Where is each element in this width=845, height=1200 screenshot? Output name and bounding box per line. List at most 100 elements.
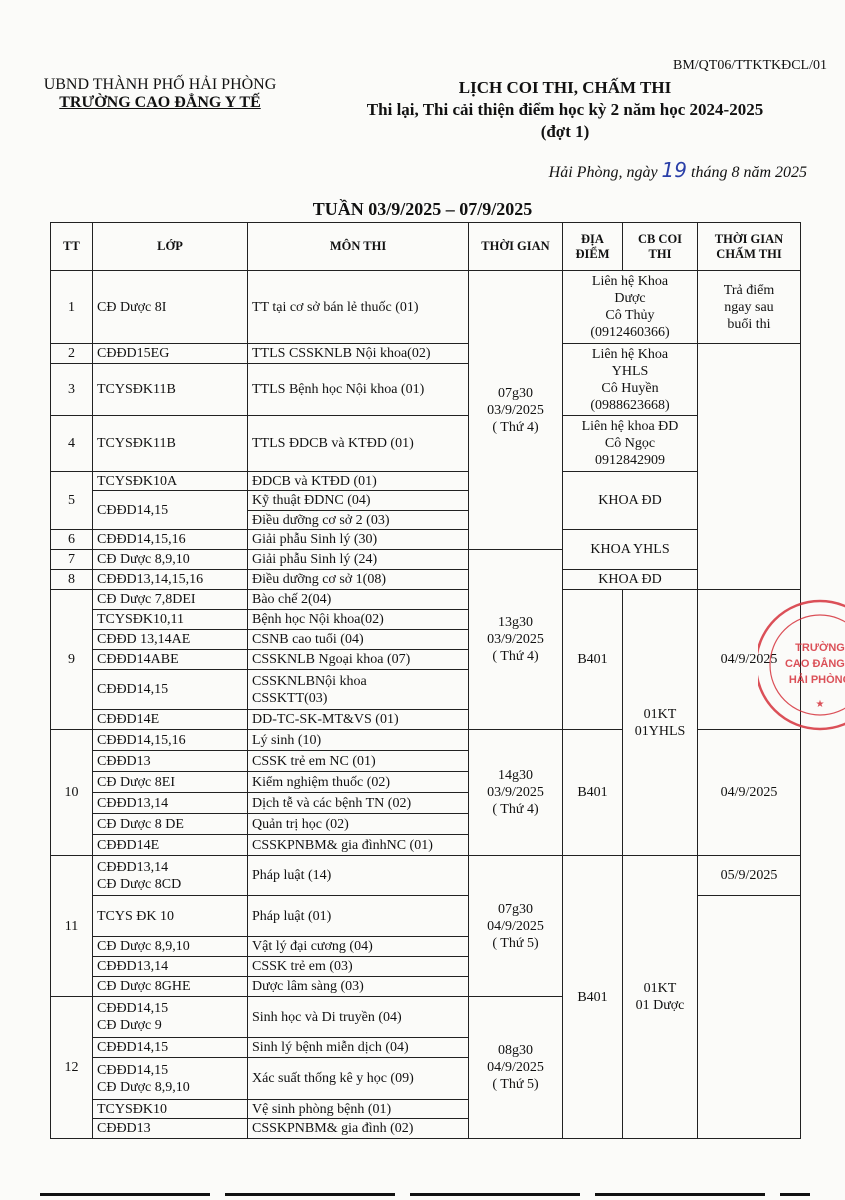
place-suffix: tháng 8 năm 2025 xyxy=(691,164,807,181)
table-row: 9 CĐ Dược 7,8DEI Bào chế 2(04) B401 01KT… xyxy=(50,589,801,856)
table-row: CĐĐD14E CSSKPNBM& gia đìnhNC (01) xyxy=(51,834,801,856)
contact: KHOA YHLS xyxy=(562,529,698,570)
tt: 10 xyxy=(50,729,93,856)
dia-diem: B401 xyxy=(562,729,623,856)
table-row: CĐĐD14ABE CSSKNLB Ngoại khoa (07) xyxy=(51,649,801,670)
page-bottom-border xyxy=(40,1193,810,1196)
week-heading: TUẦN 03/9/2025 – 07/9/2025 xyxy=(312,199,533,219)
lop: CĐ Dược 8GHE xyxy=(92,976,248,997)
mon-thi: CSSK trẻ em NC (01) xyxy=(247,750,469,772)
mon-thi: DD-TC-SK-MT&VS (01) xyxy=(247,709,469,730)
mon-thi: CSNB cao tuổi (04) xyxy=(247,629,469,650)
lop: CĐĐD14,15 CĐ Dược 9 xyxy=(92,996,248,1038)
table-row: CĐĐD14,15 Kỹ thuật ĐDNC (04) xyxy=(51,490,801,530)
col-dia-diem: ĐỊA ĐIỂM xyxy=(562,222,623,271)
lop: TCYSĐK11B xyxy=(92,363,248,416)
mon-thi: CSSKPNBM& gia đình (02) xyxy=(247,1118,469,1139)
col-thoi-gian: THỜI GIAN xyxy=(468,222,563,271)
col-tt: TT xyxy=(50,222,93,271)
batch: (đợt 1) xyxy=(540,122,590,141)
mon-thi: Pháp luật (14) xyxy=(247,855,469,896)
lop: CĐĐD13,14 xyxy=(92,956,248,977)
stamp-star-icon: ★ xyxy=(816,699,825,710)
lop: CĐĐD13,14 CĐ Dược 8CD xyxy=(92,855,248,896)
grading: Trả điểm ngay sau buổi thi xyxy=(697,270,801,344)
tt: 5 xyxy=(50,471,93,530)
thoi-gian: 07g30 03/9/2025 ( Thứ 4) xyxy=(468,270,563,550)
thoi-gian: 07g30 04/9/2025 ( Thứ 5) xyxy=(468,855,563,997)
grading-empty xyxy=(697,343,801,590)
document-title: LỊCH COI THI, CHẤM THI Thi lại, Thi cải … xyxy=(300,78,830,142)
subtitle: Thi lại, Thi cải thiện điểm học kỳ 2 năm… xyxy=(366,100,764,119)
tt: 8 xyxy=(50,569,93,590)
mon-thi: TTLS ĐDCB và KTĐD (01) xyxy=(247,415,469,472)
mon-thi: Bào chế 2(04) xyxy=(247,589,469,610)
lop: CĐĐD13,14 xyxy=(92,792,248,814)
table-row: TCYS ĐK 10 Pháp luật (01) xyxy=(51,895,801,1139)
table-row: CĐ Dược 8GHE Dược lâm sàng (03) xyxy=(51,976,801,997)
mon-thi: Giải phẫu Sinh lý (30) xyxy=(247,529,469,550)
thoi-gian: 13g30 03/9/2025 ( Thứ 4) xyxy=(468,549,563,730)
table-row: 1 CĐ Dược 8I TT tại cơ sở bán lẻ thuốc (… xyxy=(50,270,801,550)
lop: CĐĐD14E xyxy=(92,834,248,856)
tt: 2 xyxy=(50,343,93,364)
mon-thi: Quản trị học (02) xyxy=(247,813,469,835)
table-row: CĐ Dược 8EI Kiểm nghiệm thuốc (02) xyxy=(51,771,801,793)
lop: CĐĐD13 xyxy=(92,1118,248,1139)
table-row: CĐĐD14,15 CSSKNLBNội khoa CSSKTT(03) xyxy=(51,669,801,710)
org-line-2: TRƯỜNG CAO ĐẲNG Y TẾ xyxy=(59,94,261,111)
lop: CĐ Dược 8,9,10 xyxy=(92,549,248,570)
grading-empty xyxy=(697,895,801,1139)
table-row: TCYSĐK10 Vệ sinh phòng bệnh (01) xyxy=(51,1099,801,1119)
mon-thi: Vật lý đại cương (04) xyxy=(247,936,469,957)
mon-thi: CSSKNLB Ngoại khoa (07) xyxy=(247,649,469,670)
lop: CĐĐD 13,14AE xyxy=(92,629,248,650)
lop: TCYSĐK10 xyxy=(92,1099,248,1119)
org-line-1: UBND THÀNH PHỐ HẢI PHÒNG xyxy=(43,76,277,93)
cb-coi-thi: 01KT 01YHLS xyxy=(622,589,698,856)
contact: Liên hệ khoa ĐD Cô Ngọc 0912842909 xyxy=(562,415,698,472)
mon-thi: CSSKNLBNội khoa CSSKTT(03) xyxy=(247,669,469,710)
stamp-text-1: TRƯỜNG xyxy=(795,641,845,654)
place-prefix: Hải Phòng, ngày xyxy=(548,164,658,181)
mon-thi: Điều dưỡng cơ sở 2 (03) xyxy=(247,510,469,530)
tt: 12 xyxy=(50,996,93,1139)
col-lop: LỚP xyxy=(92,222,248,271)
official-stamp: TRƯỜNG CAO ĐẲNG Y HẢI PHÒNG ★ xyxy=(758,599,845,731)
mon-thi: Sinh lý bệnh miễn dịch (04) xyxy=(247,1037,469,1058)
thoi-gian: 08g30 04/9/2025 ( Thứ 5) xyxy=(468,996,563,1139)
mon-thi: Dược lâm sàng (03) xyxy=(247,976,469,997)
table-row: 2 CĐĐD15EG TTLS CSSKNLB Nội khoa(02) Liê… xyxy=(50,343,801,590)
mon-thi: TTLS Bệnh học Nội khoa (01) xyxy=(247,363,469,416)
lop: CĐĐD15EG xyxy=(92,343,248,364)
table-row: CĐĐD 13,14AE CSNB cao tuổi (04) xyxy=(51,629,801,650)
dia-diem: B401 xyxy=(562,855,623,1139)
table-row: 5 TCYSĐK10A ĐDCB và KTĐD (01) KHOA ĐD xyxy=(50,471,801,530)
mon-thi: Kiểm nghiệm thuốc (02) xyxy=(247,771,469,793)
tt: 7 xyxy=(50,549,93,570)
lop: CĐ Dược 8EI xyxy=(92,771,248,793)
lop: CĐ Dược 7,8DEI xyxy=(92,589,248,610)
lop: CĐĐD14,15 xyxy=(92,669,248,710)
stamp-text-3: HẢI PHÒNG xyxy=(789,673,845,686)
table-row: Điều dưỡng cơ sở 2 (03) xyxy=(51,510,801,530)
lop: CĐĐD13 xyxy=(92,750,248,772)
mon-thi: Sinh học và Di truyền (04) xyxy=(247,996,469,1038)
mon-thi: CSSK trẻ em (03) xyxy=(247,956,469,977)
tt: 6 xyxy=(50,529,93,550)
contact: KHOA ĐD xyxy=(562,569,698,590)
contact: KHOA ĐD xyxy=(562,471,698,530)
lop: CĐĐD14,15 xyxy=(92,1037,248,1058)
tt: 11 xyxy=(50,855,93,997)
lop: CĐĐD14,15 CĐ Dược 8,9,10 xyxy=(92,1057,248,1100)
table-row: 6 CĐĐD14,15,16 Giải phẫu Sinh lý (30) KH… xyxy=(50,529,801,570)
table-row: TCYSĐK10,11 Bệnh học Nội khoa(02) xyxy=(51,609,801,630)
lop: TCYSĐK11B xyxy=(92,415,248,472)
cb-coi-thi: 01KT 01 Dược xyxy=(622,855,698,1139)
lop: TCYS ĐK 10 xyxy=(92,895,248,937)
lop: CĐĐD14E xyxy=(92,709,248,730)
mon-thi: Vệ sinh phòng bệnh (01) xyxy=(247,1099,469,1119)
mon-thi: Pháp luật (01) xyxy=(247,895,469,937)
lop: CĐ Dược 8I xyxy=(92,270,248,344)
grading: 05/9/2025 xyxy=(697,855,801,896)
